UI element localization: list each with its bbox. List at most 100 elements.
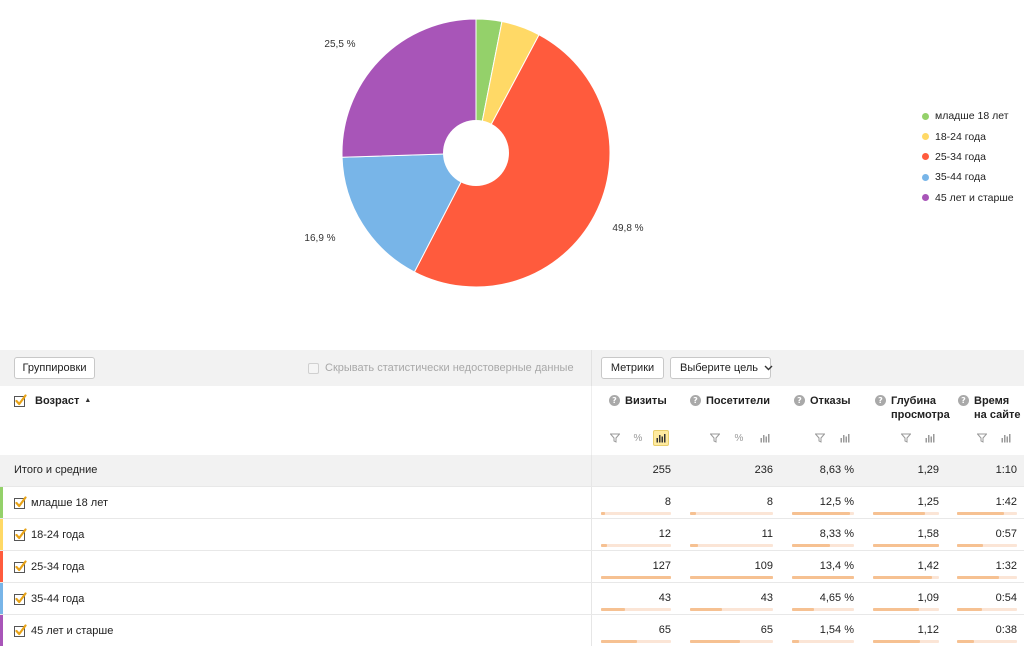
metric-bar-fill bbox=[792, 576, 854, 579]
percent-icon[interactable]: % bbox=[633, 432, 643, 444]
legend-item[interactable]: 35-44 года bbox=[922, 167, 1014, 187]
row-checkbox-icon[interactable] bbox=[14, 496, 27, 509]
row-label-text: 35-44 года bbox=[31, 592, 85, 605]
row-divider bbox=[591, 455, 592, 486]
row-checkbox-icon[interactable] bbox=[14, 624, 27, 637]
table-row[interactable]: младше 18 лет 8 8 12,5 % 1,25 1:42 bbox=[0, 486, 1024, 518]
column-header[interactable]: ? Посетители bbox=[690, 394, 770, 408]
metric-bar-fill bbox=[957, 544, 983, 547]
filter-icon[interactable] bbox=[898, 430, 914, 446]
goal-select-label: Выберите цель bbox=[680, 362, 758, 374]
help-icon[interactable]: ? bbox=[958, 395, 969, 406]
metric-cell: 109 bbox=[754, 560, 773, 572]
column-header[interactable]: ? Глубина просмотра bbox=[875, 394, 950, 422]
help-icon[interactable]: ? bbox=[690, 395, 701, 406]
metric-bar-fill bbox=[957, 576, 999, 579]
metric-bar-track bbox=[873, 544, 939, 547]
grouping-button[interactable]: Группировки bbox=[14, 357, 95, 379]
table-row[interactable]: 35-44 года 43 43 4,65 % 1,09 0:54 bbox=[0, 582, 1024, 614]
metric-bar-fill bbox=[690, 640, 740, 643]
dimension-header[interactable]: Возраст ▲ bbox=[14, 394, 91, 407]
metric-cell: 8,33 % bbox=[819, 528, 854, 540]
metric-bar-fill bbox=[873, 640, 920, 643]
legend-label: 35-44 года bbox=[935, 171, 986, 184]
metric-bar-fill bbox=[601, 544, 607, 547]
metric-bar-track bbox=[873, 640, 939, 643]
legend-swatch bbox=[922, 194, 929, 202]
metric-cell: 1,42 bbox=[917, 560, 939, 572]
hide-unreliable-data-option[interactable]: Скрывать статистически недостоверные дан… bbox=[308, 362, 574, 374]
metric-cell: 65 bbox=[760, 624, 773, 636]
metric-bar-fill bbox=[957, 512, 1004, 515]
row-label: 35-44 года bbox=[14, 592, 84, 605]
row-label-text: младше 18 лет bbox=[31, 496, 109, 509]
row-checkbox-icon[interactable] bbox=[14, 528, 27, 541]
row-label: 45 лет и старше bbox=[14, 624, 113, 637]
percent-icon[interactable]: % bbox=[734, 432, 744, 444]
filter-icon[interactable] bbox=[607, 430, 623, 446]
row-checkbox-icon[interactable] bbox=[14, 560, 27, 573]
bar-chart-icon[interactable] bbox=[922, 430, 938, 446]
bar-chart-icon[interactable] bbox=[837, 430, 853, 446]
row-label: младше 18 лет bbox=[14, 496, 108, 509]
metric-bar-track bbox=[792, 640, 854, 643]
goal-select[interactable]: Выберите цель bbox=[670, 357, 773, 379]
legend-item[interactable]: младше 18 лет bbox=[922, 106, 1014, 126]
totals-row: Итого и средние 255 236 8,63 % 1,29 1:10 bbox=[0, 455, 1024, 486]
metric-bar-fill bbox=[690, 576, 773, 579]
pie-slice-4[interactable] bbox=[341, 152, 477, 273]
column-header[interactable]: ? Визиты bbox=[609, 394, 667, 408]
metric-bar-track bbox=[601, 512, 671, 515]
row-divider bbox=[591, 519, 592, 550]
row-checkbox-icon[interactable] bbox=[14, 592, 27, 605]
metric-bar-track bbox=[957, 608, 1017, 611]
table-row[interactable]: 45 лет и старше 65 65 1,54 % 1,12 0:38 bbox=[0, 614, 1024, 646]
help-icon[interactable]: ? bbox=[609, 395, 620, 406]
metric-bar-fill bbox=[601, 608, 625, 611]
column-header[interactable]: ? Время на сайте bbox=[958, 394, 1020, 422]
metric-cell: 1,54 % bbox=[819, 624, 854, 636]
row-divider bbox=[591, 583, 592, 614]
table-row[interactable]: 18-24 года 12 11 8,33 % 1,58 0:57 bbox=[0, 518, 1024, 550]
metric-bar-track bbox=[792, 608, 854, 611]
column-header[interactable]: ? Отказы bbox=[794, 394, 851, 408]
metric-bar-track bbox=[873, 608, 939, 611]
legend-item[interactable]: 45 лет и старше bbox=[922, 188, 1014, 208]
metric-cell: 1,09 bbox=[917, 592, 939, 604]
filter-icon[interactable] bbox=[707, 430, 723, 446]
age-pie-chart: 49,8 % 16,9 % 25,5 % младше 18 лет 18-24 го… bbox=[304, 18, 1014, 288]
pie-slice-5[interactable] bbox=[341, 18, 477, 158]
help-icon[interactable]: ? bbox=[875, 395, 886, 406]
metric-cell: 4,65 % bbox=[819, 592, 854, 604]
dimension-header-label: Возраст bbox=[35, 394, 80, 407]
filter-icon[interactable] bbox=[974, 430, 990, 446]
bar-chart-icon[interactable] bbox=[998, 430, 1014, 446]
legend-item[interactable]: 25-34 года bbox=[922, 147, 1014, 167]
hide-unreliable-checkbox[interactable] bbox=[308, 362, 319, 374]
help-icon[interactable]: ? bbox=[794, 395, 805, 406]
bar-chart-icon[interactable] bbox=[653, 430, 669, 446]
metric-cell: 0:54 bbox=[995, 592, 1017, 604]
total-cell: 1:10 bbox=[995, 464, 1017, 476]
select-all-checkbox-icon[interactable] bbox=[14, 394, 27, 407]
metric-bar-track bbox=[957, 544, 1017, 547]
table-row[interactable]: 25-34 года 127 109 13,4 % 1,42 1:32 bbox=[0, 550, 1024, 582]
metric-bar-fill bbox=[957, 640, 974, 643]
legend-label: 25-34 года bbox=[935, 150, 986, 163]
metrics-button[interactable]: Метрики bbox=[601, 357, 664, 379]
metric-bar-track bbox=[792, 512, 854, 515]
metric-cell: 11 bbox=[761, 528, 773, 540]
bar-chart-icon[interactable] bbox=[757, 430, 773, 446]
row-divider bbox=[591, 551, 592, 582]
chevron-down-icon bbox=[764, 362, 773, 374]
sort-asc-icon[interactable]: ▲ bbox=[84, 397, 92, 404]
filter-icon[interactable] bbox=[812, 430, 828, 446]
legend-item[interactable]: 18-24 года bbox=[922, 126, 1014, 146]
column-header-label: Отказы bbox=[810, 395, 851, 407]
metric-bar-fill bbox=[957, 608, 982, 611]
metric-cell: 43 bbox=[760, 592, 773, 604]
legend-label: 45 лет и старше bbox=[935, 191, 1014, 204]
pie-slice-3[interactable] bbox=[413, 34, 611, 288]
slice-label-5: 25,5 % bbox=[324, 39, 355, 50]
metric-bar-track bbox=[690, 576, 773, 579]
